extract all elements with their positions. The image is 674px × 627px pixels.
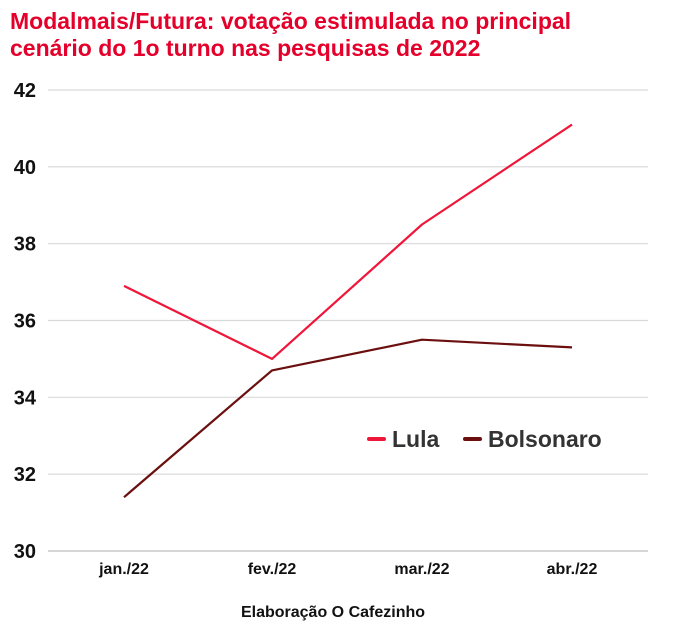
- y-tick-label: 38: [14, 234, 36, 256]
- x-tick-label: abr./22: [547, 561, 598, 578]
- gridlines: [48, 89, 648, 552]
- series-lines: [123, 123, 573, 499]
- y-tick-label: 30: [14, 541, 36, 563]
- series-line-bolsonaro: [123, 338, 573, 499]
- x-tick-label: jan./22: [98, 561, 149, 578]
- y-tick-label: 32: [14, 464, 36, 486]
- x-tick-label: mar./22: [394, 561, 449, 578]
- y-tick-label: 34: [14, 387, 37, 409]
- y-tick-label: 42: [14, 80, 36, 102]
- y-tick-label: 40: [14, 157, 36, 179]
- y-tick-label: 36: [14, 311, 36, 333]
- legend-label-lula: Lula: [392, 426, 439, 452]
- x-tick-label: fev./22: [248, 561, 297, 578]
- legend: Lula Bolsonaro: [367, 426, 602, 452]
- x-axis-ticks: jan./22 fev./22 mar./22 abr./22: [98, 561, 597, 578]
- x-axis-label: Elaboração O Cafezinho: [241, 604, 425, 621]
- y-axis-ticks: 30 32 34 36 38 40 42: [14, 80, 37, 563]
- chart-title: Modalmais/Futura: votação estimulada no …: [10, 8, 572, 61]
- series-line-lula: [123, 123, 573, 360]
- legend-label-bolsonaro: Bolsonaro: [488, 426, 602, 452]
